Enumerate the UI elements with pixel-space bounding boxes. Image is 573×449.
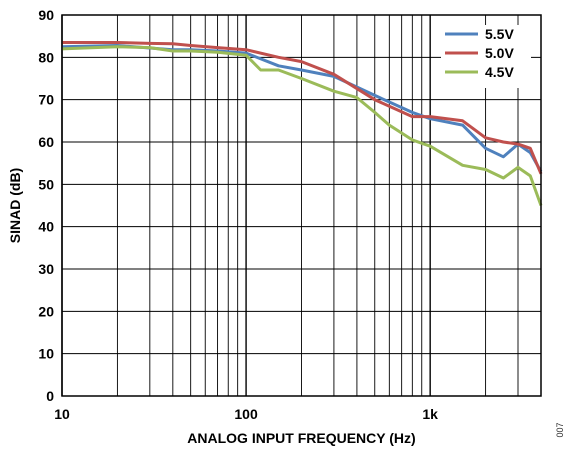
y-axis-label: SINAD (dB) xyxy=(7,168,23,243)
plot-frame xyxy=(61,14,542,397)
legend-label: 4.5V xyxy=(485,64,514,80)
y-tick-label: 0 xyxy=(46,388,54,404)
y-tick-labels: 0 10 20 30 40 50 60 70 80 90 xyxy=(38,7,54,404)
y-tick-label: 90 xyxy=(38,7,54,23)
figure-number: 007 xyxy=(555,422,565,437)
legend: 5.5V 5.0V 4.5V xyxy=(441,25,531,88)
x-tick-label: 10 xyxy=(54,406,70,422)
y-tick-label: 10 xyxy=(38,346,54,362)
y-tick-label: 60 xyxy=(38,134,54,150)
series-line-4-5v xyxy=(61,45,543,207)
y-tick-label: 70 xyxy=(38,92,54,108)
y-tick-label: 20 xyxy=(38,303,54,319)
y-tick-label: 30 xyxy=(38,261,54,277)
legend-label: 5.0V xyxy=(485,45,514,61)
x-tick-label: 1k xyxy=(422,406,438,422)
x-tick-label: 100 xyxy=(234,406,258,422)
series-line-5-0v xyxy=(62,41,543,175)
x-tick-labels: 10 100 1k xyxy=(54,406,438,422)
y-tick-label: 40 xyxy=(38,219,54,235)
series-lines xyxy=(61,41,543,207)
y-tick-label: 80 xyxy=(38,49,54,65)
y-tick-label: 50 xyxy=(38,176,54,192)
legend-label: 5.5V xyxy=(485,26,514,42)
x-axis-label: ANALOG INPUT FREQUENCY (Hz) xyxy=(187,430,415,446)
